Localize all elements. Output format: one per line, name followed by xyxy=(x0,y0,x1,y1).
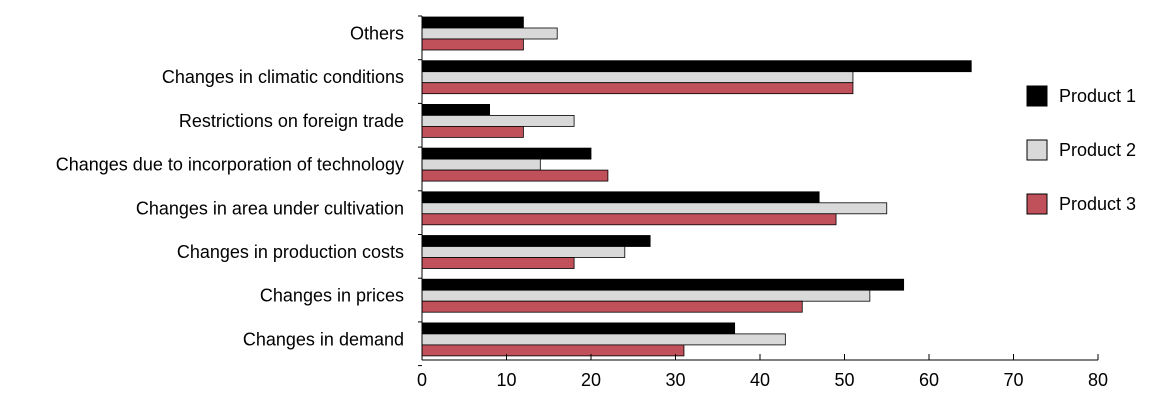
bar-product-2-restrictions-on-foreign-trade xyxy=(421,115,575,127)
category-label-changes-in-demand: Changes in demand xyxy=(243,329,404,349)
bar-product-2-changes-due-to-incorporation-of-technology xyxy=(421,158,541,171)
bar-product-3-changes-in-demand xyxy=(421,344,685,357)
bar-product-3-changes-in-climatic-conditions xyxy=(421,82,854,95)
legend-label-product-3: Product 3 xyxy=(1059,194,1136,214)
axes-layer xyxy=(418,15,1099,367)
category-labels: Others Changes in climatic conditions Rest… xyxy=(56,24,404,350)
bars-layer xyxy=(421,16,972,357)
category-label-changes-in-climatic-conditions: Changes in climatic conditions xyxy=(162,67,404,87)
bar-product-3-restrictions-on-foreign-trade xyxy=(421,126,524,138)
x-tick-label-80: 80 xyxy=(1088,370,1108,390)
x-tick-label-30: 30 xyxy=(665,370,685,390)
bar-product-1-changes-in-demand xyxy=(421,322,736,335)
x-tick-label-70: 70 xyxy=(1003,370,1023,390)
legend-label-product-2: Product 2 xyxy=(1059,140,1136,160)
bar-product-3-others xyxy=(421,38,524,51)
bar-product-3-changes-in-prices xyxy=(421,300,803,313)
legend-swatch-product-3 xyxy=(1026,193,1048,215)
category-label-changes-in-area-under-cultivation: Changes in area under cultivation xyxy=(136,198,404,218)
category-label-changes-in-production-costs: Changes in production costs xyxy=(177,242,404,262)
category-label-restrictions-on-foreign-trade: Restrictions on foreign trade xyxy=(179,111,404,131)
x-tick-label-50: 50 xyxy=(834,370,854,390)
category-label-changes-in-prices: Changes in prices xyxy=(260,286,404,306)
bar-product-3-changes-due-to-incorporation-of-technology xyxy=(421,169,609,182)
bar-product-1-changes-due-to-incorporation-of-technology xyxy=(421,147,592,160)
tick-labels: 0 10 20 30 40 50 60 70 80 xyxy=(417,370,1108,390)
bar-product-1-others xyxy=(421,16,524,29)
legend: Product 1 Product 2 Product 3 xyxy=(1026,85,1136,215)
bar-product-1-changes-in-area-under-cultivation xyxy=(421,191,820,204)
legend-swatch-product-1 xyxy=(1026,85,1048,107)
x-tick-label-10: 10 xyxy=(496,370,516,390)
x-tick-label-20: 20 xyxy=(581,370,601,390)
x-tick-label-0: 0 xyxy=(417,370,427,390)
bar-product-2-others xyxy=(421,27,558,40)
bar-product-2-changes-in-area-under-cultivation xyxy=(421,202,888,215)
bar-product-1-changes-in-prices xyxy=(421,278,905,291)
legend-label-product-1: Product 1 xyxy=(1059,86,1136,106)
bar-product-2-changes-in-demand xyxy=(421,333,786,346)
x-tick-label-60: 60 xyxy=(919,370,939,390)
category-label-others: Others xyxy=(350,24,404,44)
bar-product-2-changes-in-climatic-conditions xyxy=(421,71,854,84)
bar-product-2-changes-in-prices xyxy=(421,289,871,302)
bar-product-2-changes-in-production-costs xyxy=(421,246,626,258)
bar-product-3-changes-in-production-costs xyxy=(421,257,575,269)
bar-product-1-changes-in-climatic-conditions xyxy=(421,60,972,73)
category-label-changes-due-to-incorporation-of-technology: Changes due to incorporation of technolo… xyxy=(56,155,404,175)
x-tick-label-40: 40 xyxy=(750,370,770,390)
legend-swatch-product-2 xyxy=(1026,139,1048,161)
bar-product-3-changes-in-area-under-cultivation xyxy=(421,213,837,226)
bar-product-1-changes-in-production-costs xyxy=(421,235,651,247)
bar-product-1-restrictions-on-foreign-trade xyxy=(421,104,490,116)
